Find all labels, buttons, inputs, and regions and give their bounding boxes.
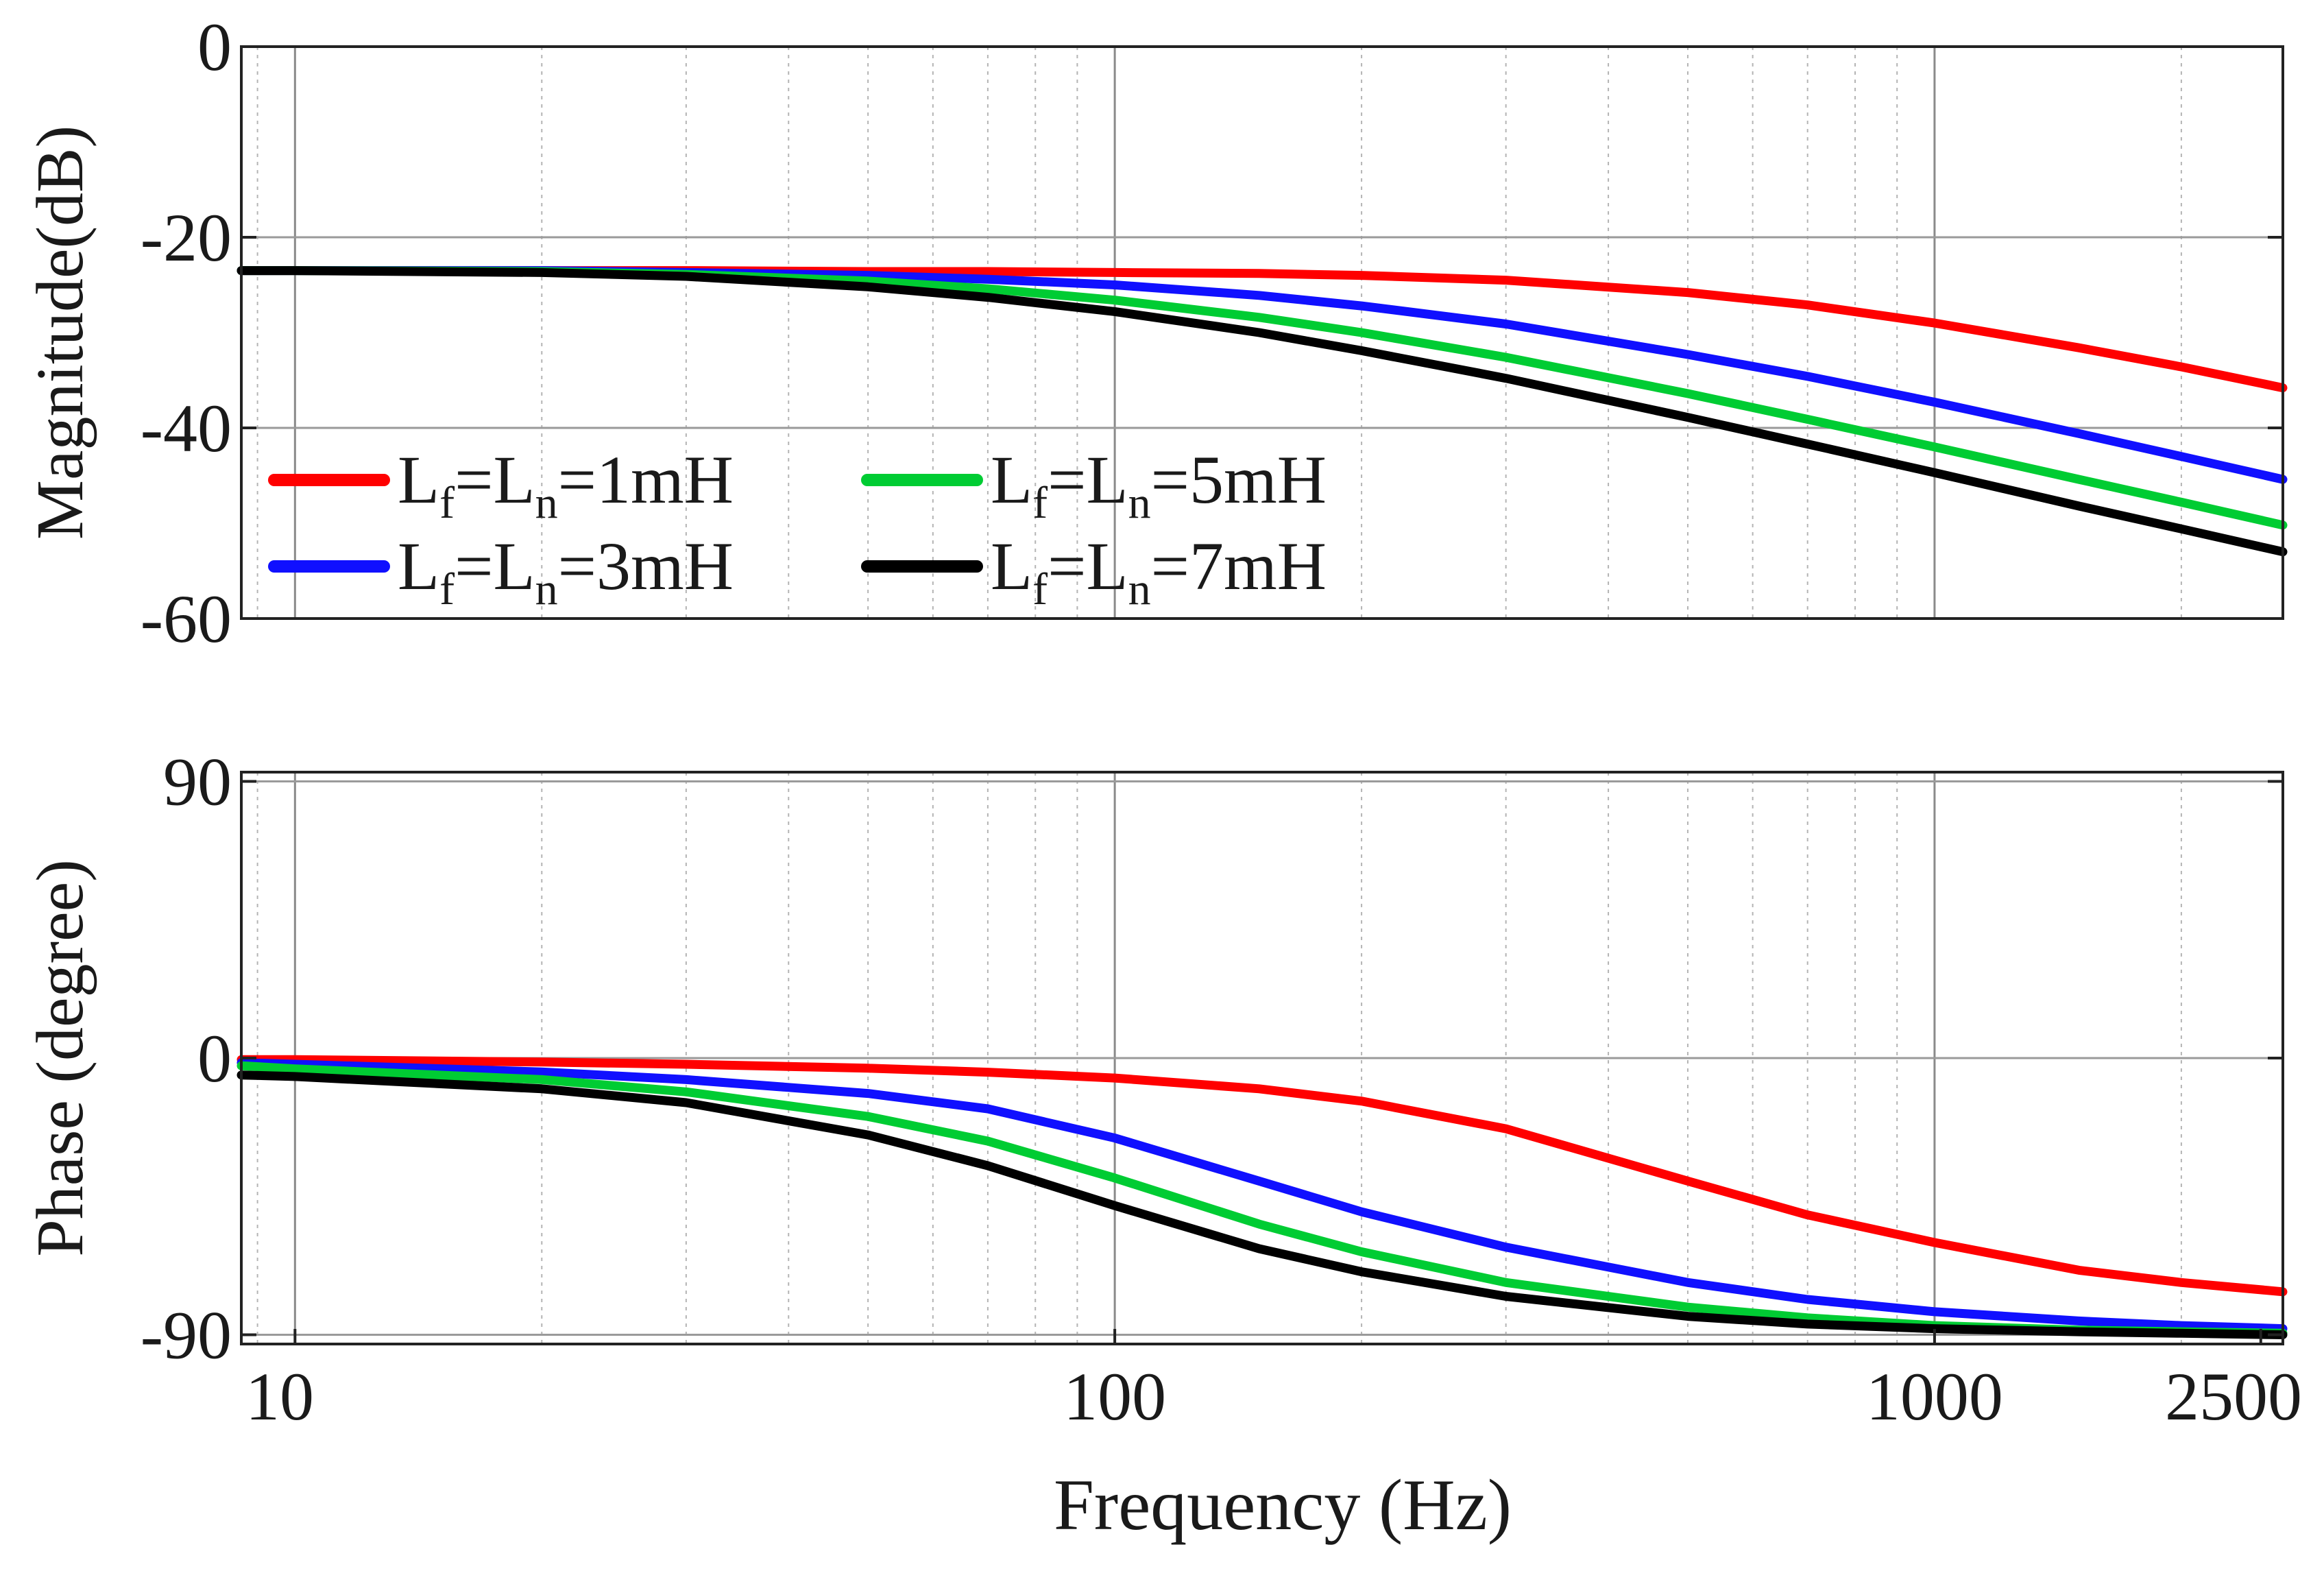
magnitude-plot-frame <box>240 45 2284 620</box>
legend-item-lf-ln-1mh: Lf=Ln=1mH <box>268 442 734 528</box>
legend-label: Lf=Ln=7mH <box>991 528 1327 614</box>
phase-grid <box>241 772 2283 1344</box>
y-tick-label: 0 <box>197 9 232 85</box>
magnitude-y-axis-label: Magnitude(dB) <box>23 125 97 540</box>
legend-label: Lf=Ln=1mH <box>398 442 734 528</box>
phase-y-ticks: 90 0 -90 <box>141 743 2283 1374</box>
magnitude-plot: 0-20-40-60 Magnitude(dB) Lf=Ln=1mHLf=Ln=… <box>23 9 2288 657</box>
legend-item-lf-ln-3mh: Lf=Ln=3mH <box>268 528 734 614</box>
y-tick-label: -90 <box>141 1297 232 1374</box>
y-tick-label: 0 <box>197 1020 232 1096</box>
phase-curves <box>237 1055 2288 1339</box>
series-line-lf-ln-7mh <box>237 266 2288 557</box>
x-tick-label: 2500 <box>2165 1358 2302 1435</box>
magnitude-curves <box>237 266 2288 557</box>
x-tick-label: 1000 <box>1866 1358 2003 1435</box>
series-line-lf-ln-3mh <box>237 1058 2288 1334</box>
frequency-x-ticks: 10 100 1000 2500 <box>245 1329 2302 1435</box>
legend-item-lf-ln-7mh: Lf=Ln=7mH <box>861 528 1327 614</box>
x-tick-label: 100 <box>1063 1358 1166 1435</box>
series-line-lf-ln-7mh <box>237 1070 2288 1339</box>
frequency-x-axis-label: Frequency (Hz) <box>1054 1465 1512 1545</box>
legend-label: Lf=Ln=3mH <box>398 528 734 614</box>
phase-plot: 90 0 -90 10 100 1000 2500 Phase (degree) Freq… <box>23 743 2302 1545</box>
series-line-lf-ln-1mh <box>237 1055 2288 1297</box>
y-tick-label: -20 <box>141 200 232 276</box>
y-tick-label: -40 <box>141 390 232 466</box>
phase-y-axis-label: Phase (degree) <box>23 859 97 1257</box>
series-line-lf-ln-5mh <box>237 1061 2288 1338</box>
y-tick-label: -60 <box>141 581 232 657</box>
magnitude-y-ticks: 0 -20 -40 -60 <box>141 9 2283 657</box>
x-tick-label: 10 <box>245 1358 314 1435</box>
legend-label: Lf=Ln=5mH <box>991 442 1327 528</box>
legend-item-lf-ln-5mh: Lf=Ln=5mH <box>861 442 1327 528</box>
y-tick-label: 90 <box>163 743 232 819</box>
